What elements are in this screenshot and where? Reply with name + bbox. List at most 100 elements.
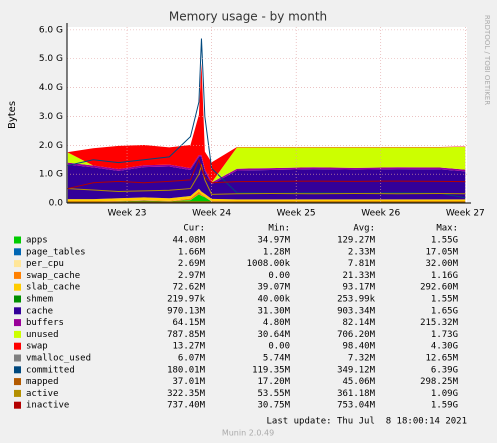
legend-name: vmalloc_used [26, 354, 91, 364]
legend-swatch [14, 260, 21, 268]
legend-name: per_cpu [26, 259, 64, 269]
x-tick-label: Week 23 [108, 209, 147, 219]
line [67, 158, 466, 190]
legend-value: 64.15M [172, 318, 205, 328]
legend-value: 17.20M [257, 377, 290, 387]
legend-value: 787.85M [167, 330, 206, 340]
legend-swatch [14, 295, 21, 303]
legend-value: 1.65G [431, 306, 458, 316]
legend-value: 5.74M [263, 354, 291, 364]
legend-swatch [14, 330, 21, 338]
legend-value: 119.35M [252, 365, 291, 375]
legend-header: Cur: [183, 224, 205, 234]
legend-name: apps [26, 236, 48, 246]
x-tick-label: Week 24 [192, 209, 231, 219]
line [67, 163, 466, 195]
legend-value: 12.65M [425, 354, 458, 364]
legend-value: 7.32M [348, 354, 376, 364]
legend-value: 2.69M [178, 259, 206, 269]
legend-value: 39.07M [257, 283, 290, 293]
legend-value: 253.99k [337, 295, 376, 305]
legend-value: 17.05M [425, 247, 458, 257]
legend-value: 322.35M [167, 389, 206, 399]
legend-value: 1.55M [431, 295, 459, 305]
legend-name: mapped [26, 377, 59, 387]
area [67, 146, 466, 183]
legend-value: 21.33M [342, 271, 375, 281]
legend-value: 6.07M [178, 354, 206, 364]
legend-value: 6.39G [431, 365, 458, 375]
area [67, 62, 466, 183]
legend-swatch [14, 378, 21, 386]
area [67, 156, 466, 200]
legend-value: 31.30M [257, 306, 290, 316]
y-tick-label: 6.0 G [39, 25, 63, 35]
legend-value: 298.25M [420, 377, 459, 387]
y-axis-label: Bytes [7, 101, 18, 129]
legend-value: 903.34M [337, 306, 376, 316]
legend-value: 1008.00k [247, 259, 291, 269]
legend-value: 30.64M [257, 330, 290, 340]
watermark: RRDTOOL / TOBI OETIKER [483, 15, 491, 105]
legend-name: committed [26, 365, 75, 375]
chart-title: Memory usage - by month [169, 10, 327, 24]
legend-value: 361.18M [337, 389, 376, 399]
legend-value: 2.33M [348, 247, 376, 257]
legend-value: 4.30G [431, 342, 458, 352]
legend-value: 45.06M [342, 377, 375, 387]
y-tick-label: 0.0 [49, 199, 64, 209]
legend-name: shmem [26, 295, 53, 305]
legend-header: Max: [436, 224, 458, 234]
legend-name: unused [26, 330, 59, 340]
legend-value: 4.80M [263, 318, 291, 328]
legend-value: 215.32M [420, 318, 459, 328]
y-tick-label: 3.0 G [39, 112, 63, 122]
legend-swatch [14, 366, 21, 374]
legend-value: 129.27M [337, 236, 376, 246]
legend-name: swap [26, 342, 48, 352]
legend-swatch [14, 236, 21, 244]
version: Munin 2.0.49 [222, 429, 274, 438]
legend-value: 706.20M [337, 330, 376, 340]
legend-swatch [14, 342, 21, 350]
area [67, 155, 466, 185]
legend-value: 13.27M [172, 342, 205, 352]
legend-value: 53.55M [257, 389, 290, 399]
legend-value: 32.00M [425, 259, 458, 269]
legend-value: 219.97k [167, 295, 206, 305]
legend-name: page_tables [26, 247, 86, 257]
legend-value: 1.59G [431, 401, 458, 411]
legend-value: 0.00 [268, 342, 290, 352]
legend-value: 292.60M [420, 283, 459, 293]
legend-value: 180.01M [167, 365, 206, 375]
legend-value: 40.00k [257, 295, 290, 305]
legend-value: 0.00 [268, 271, 290, 281]
area [67, 188, 466, 202]
legend-name: active [26, 389, 59, 399]
legend-swatch [14, 319, 21, 327]
legend-header: Min: [268, 224, 290, 234]
legend-value: 34.97M [257, 236, 290, 246]
legend-value: 737.40M [167, 401, 206, 411]
legend-swatch [14, 271, 21, 279]
legend-value: 349.12M [337, 365, 376, 375]
legend-swatch [14, 283, 21, 291]
legend-name: swap_cache [26, 271, 80, 281]
legend-value: 1.28M [263, 247, 291, 257]
legend-value: 72.62M [172, 283, 205, 293]
y-tick-label: 2.0 G [39, 141, 63, 151]
x-tick-label: Week 27 [446, 209, 485, 219]
last-update: Last update: Thu Jul 8 18:00:14 2021 [267, 417, 467, 427]
legend-value: 1.09G [431, 389, 458, 399]
y-tick-label: 4.0 G [39, 83, 63, 93]
legend-value: 1.66M [178, 247, 206, 257]
legend-value: 1.55G [431, 236, 458, 246]
legend-value: 44.08M [172, 236, 205, 246]
legend-value: 82.14M [342, 318, 375, 328]
legend-value: 2.97M [178, 271, 206, 281]
y-tick-label: 1.0 G [39, 170, 63, 180]
legend-name: inactive [26, 401, 69, 411]
legend-swatch [14, 307, 21, 315]
